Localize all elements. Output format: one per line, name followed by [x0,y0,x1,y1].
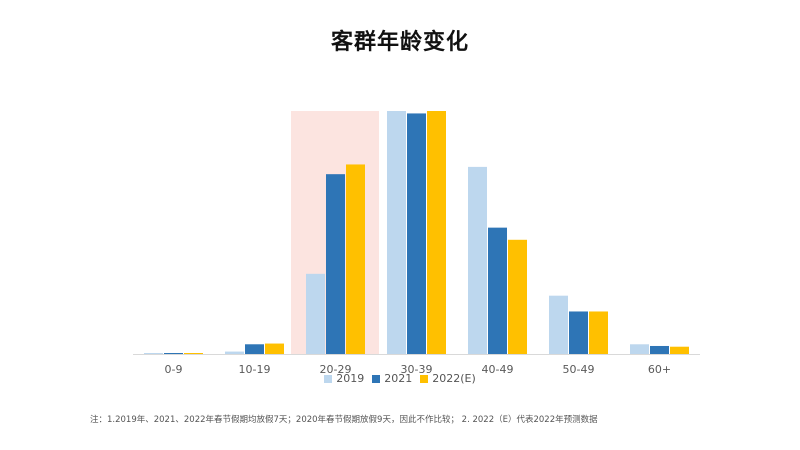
legend-label: 2021 [384,372,413,385]
bar-2022(E)-60+ [670,346,689,354]
legend-item-2021: 2021 [372,372,412,385]
bar-2019-0-9 [144,353,163,354]
legend-label: 2019 [336,372,365,385]
bar-2021-0-9 [164,353,183,354]
x-tick-label: 30-39 [401,363,433,376]
legend-swatch [420,374,429,383]
bar-2019-10-19 [225,351,244,354]
chart-legend: 2019 2021 2022(E) [0,372,800,385]
legend-item-2022(E): 2022(E) [420,372,476,385]
bar-2021-30-39 [407,113,426,355]
bar-2022(E)-20-29 [346,164,365,354]
bar-2022(E)-10-19 [265,343,284,354]
chart-title: 客群年龄变化 [330,30,469,55]
bar-2019-40-49 [468,166,487,354]
bar-2022(E)-40-49 [508,239,527,354]
legend-item-2019: 2019 [324,372,364,385]
bar-2021-10-19 [245,344,264,354]
x-tick-label: 50-49 [563,363,595,376]
bar-2019-60+ [630,344,649,354]
bar-2022(E)-50-49 [589,311,608,354]
bar-2022(E)-0-9 [184,353,203,354]
x-tick-label: 0-9 [165,363,183,376]
x-tick-label: 10-19 [239,363,271,376]
bar-2021-60+ [650,345,669,354]
bar-2019-50-49 [549,295,568,354]
bar-2021-50-49 [569,311,588,354]
legend-swatch [324,374,333,383]
bar-2019-20-29 [306,273,325,354]
x-tick-label: 20-29 [320,363,352,376]
bar-2021-20-29 [326,174,345,354]
bar-2021-40-49 [488,227,507,354]
chart-footnote: 注：1.2019年、2021、2022年春节假期均放假7天；2020年春节假期放… [90,415,598,425]
legend-swatch [372,374,381,383]
bar-2022(E)-30-39 [427,111,446,354]
x-tick-label: 60+ [648,363,671,376]
legend-label: 2022(E) [432,372,476,385]
x-tick-label: 40-49 [482,363,514,376]
bar-chart: 0-9 10-19 20-29 30-39 40-49 50-49 60+ [133,111,700,376]
bar-2019-30-39 [387,111,406,354]
